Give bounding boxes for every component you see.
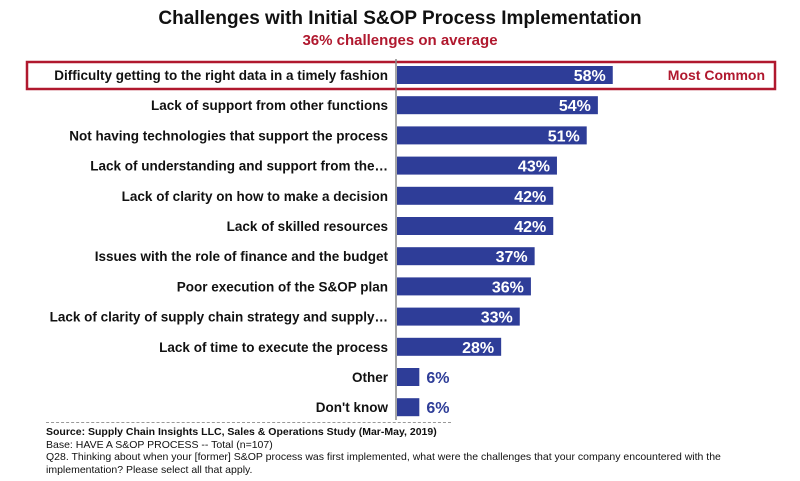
- bar: [397, 96, 598, 115]
- value-label: 37%: [496, 249, 528, 266]
- value-label: 42%: [514, 219, 546, 236]
- value-label: 51%: [548, 128, 580, 145]
- source-note: Source: Supply Chain Insights LLC, Sales…: [46, 426, 437, 438]
- bar: [397, 156, 557, 175]
- value-label: 36%: [492, 279, 524, 296]
- value-label: 28%: [462, 340, 494, 357]
- category-label: Issues with the role of finance and the …: [95, 249, 389, 264]
- base-note: Base: HAVE A S&OP PROCESS -- Total (n=10…: [46, 438, 273, 451]
- category-label: Other: [352, 370, 389, 385]
- value-label: 54%: [559, 98, 591, 115]
- bar: [397, 186, 554, 205]
- category-label: Lack of support from other functions: [151, 98, 388, 113]
- category-label: Don't know: [316, 400, 389, 415]
- bar: [397, 66, 613, 84]
- value-label: 42%: [514, 189, 546, 206]
- bar: [397, 247, 535, 266]
- category-label: Poor execution of the S&OP plan: [177, 279, 388, 294]
- question-note: Q28. Thinking about when your [former] S…: [46, 451, 721, 476]
- value-label: 6%: [426, 370, 449, 387]
- bar: [397, 337, 502, 356]
- bar: [397, 126, 587, 145]
- highlight-box: [25, 60, 777, 91]
- value-label: 33%: [481, 310, 513, 327]
- category-label: Lack of clarity of supply chain strategy…: [50, 310, 388, 325]
- category-label: Difficulty getting to the right data in …: [54, 68, 388, 83]
- category-label: Lack of skilled resources: [227, 219, 388, 234]
- bar-chart: Most Common Difficulty getting to the rig…: [25, 59, 777, 420]
- footer-notes: Source: Supply Chain Insights LLC, Sales…: [46, 426, 766, 476]
- bar: [397, 307, 520, 326]
- bar: [397, 398, 420, 417]
- value-label: 43%: [518, 159, 550, 176]
- bar: [397, 368, 420, 386]
- category-label: Lack of time to execute the process: [159, 340, 388, 355]
- category-label: Lack of clarity on how to make a decisio…: [122, 189, 388, 204]
- value-label: 6%: [426, 400, 449, 417]
- chart-subtitle: 36% challenges on average: [302, 32, 498, 49]
- highlight-label: Most Common: [668, 67, 765, 83]
- value-label: 58%: [574, 68, 606, 85]
- category-label: Lack of understanding and support from t…: [90, 159, 388, 174]
- bar: [397, 277, 531, 296]
- category-label: Not having technologies that support the…: [69, 128, 388, 143]
- bar: [397, 217, 554, 235]
- chart-title: Challenges with Initial S&OP Process Imp…: [158, 8, 642, 29]
- footer-divider: [46, 422, 451, 423]
